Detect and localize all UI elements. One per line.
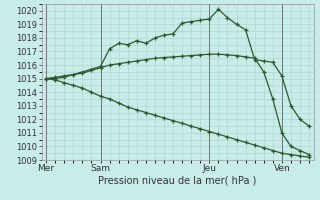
X-axis label: Pression niveau de la mer( hPa ): Pression niveau de la mer( hPa ) <box>99 176 257 186</box>
